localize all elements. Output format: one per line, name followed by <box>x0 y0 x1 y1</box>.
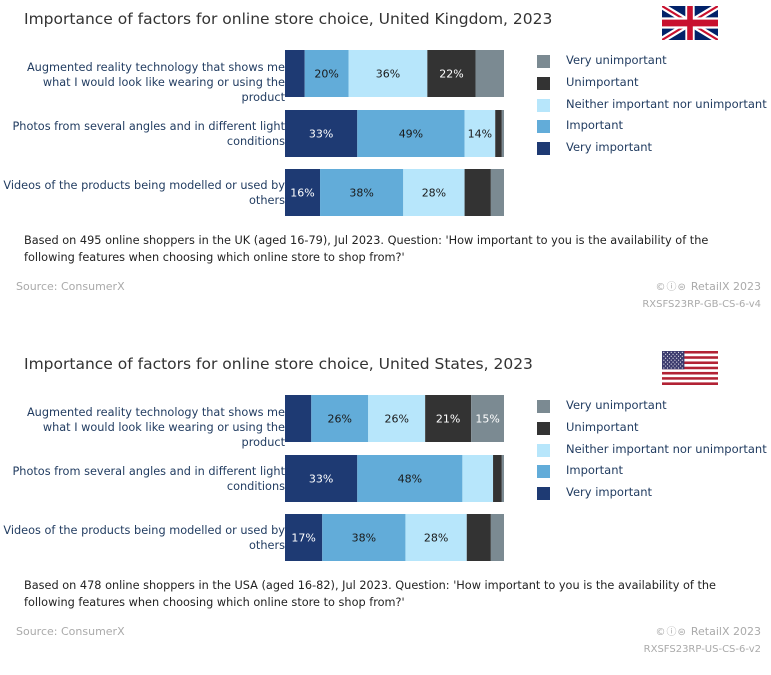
data-label: 14% <box>468 128 492 141</box>
bar-segment <box>403 169 465 216</box>
bar-segment <box>357 455 463 502</box>
data-label: 15% <box>475 413 499 426</box>
license-icons: ©ⓘ⊜ <box>655 627 687 638</box>
uk-flag-icon <box>662 6 718 40</box>
category-label: Augmented reality technology that shows … <box>26 406 285 449</box>
chart-code: RXSFS23RP-GB-CS-6-v4 <box>642 299 761 310</box>
bar-segment <box>490 169 504 216</box>
legend-label: Very unimportant <box>566 398 667 412</box>
chart-title: Importance of factors for online store c… <box>24 10 553 28</box>
brand-block: ©ⓘ⊜ RetailX 2023 RXSFS23RP-GB-CS-6-v4 <box>642 278 761 313</box>
data-label: 33% <box>309 473 333 486</box>
bar-segment <box>425 395 472 442</box>
chart-panel-us: Importance of factors for online store c… <box>0 345 771 675</box>
brand-label: RetailX 2023 <box>690 280 761 293</box>
bar-segment <box>285 514 323 561</box>
data-label: 38% <box>352 532 376 545</box>
brand-block: ©ⓘ⊜ RetailX 2023 RXSFS23RP-US-CS-6-v2 <box>644 623 761 658</box>
data-label: 16% <box>290 187 314 200</box>
legend-swatch <box>537 98 550 112</box>
bar-segment <box>501 110 504 157</box>
legend-label: Neither important nor unimportant <box>566 96 767 111</box>
data-label: 17% <box>291 532 315 545</box>
data-label: 20% <box>314 68 338 81</box>
legend-swatch <box>537 443 550 457</box>
bar-segment <box>462 455 494 502</box>
data-label: 48% <box>398 473 422 486</box>
bar-segment <box>285 110 358 157</box>
license-icons: ©ⓘ⊜ <box>655 282 687 293</box>
bar-segment <box>495 110 502 157</box>
legend-swatch <box>537 400 550 413</box>
data-label: 36% <box>376 68 400 81</box>
bar-segment <box>464 169 491 216</box>
legend-label: Neither important nor unimportant <box>566 441 767 456</box>
category-label: Videos of the products being modelled or… <box>3 179 285 207</box>
bar-segment <box>471 395 504 442</box>
bar-segment <box>464 110 496 157</box>
bar-segment <box>466 514 491 561</box>
bar-segment <box>304 50 349 97</box>
data-label: 26% <box>328 413 352 426</box>
legend-swatch <box>537 465 550 479</box>
bar-segment <box>348 50 428 97</box>
bar-segment <box>493 455 502 502</box>
data-label: 49% <box>399 128 423 141</box>
legend-swatch <box>537 487 550 501</box>
category-label: Augmented reality technology that shows … <box>26 61 285 104</box>
bars-svg: 26% 26% 21% 15% 33% 48% 17% 38% 28% <box>285 395 504 561</box>
category-label: Photos from several angles and in differ… <box>12 120 285 148</box>
bar-segment <box>368 395 426 442</box>
legend-label: Unimportant <box>566 419 639 434</box>
stacked-bar-plot: 26% 26% 21% 15% 33% 48% 17% 38% 28% <box>285 345 525 585</box>
bar-segment <box>501 455 504 502</box>
data-label: 28% <box>424 532 448 545</box>
source-label: Source: ConsumerX <box>16 280 125 293</box>
bars-svg: 20% 36% 22% 33% 49% 14% 16% 38% 28% <box>285 50 504 216</box>
stacked-bar-plot: 20% 36% 22% 33% 49% 14% 16% 38% 28% <box>285 0 525 240</box>
data-label: 26% <box>384 413 408 426</box>
legend-label: Very unimportant <box>566 53 667 67</box>
bar-segment <box>405 514 467 561</box>
legend-label: Unimportant <box>566 74 639 89</box>
source-label: Source: ConsumerX <box>16 625 125 638</box>
legend-swatch <box>537 142 550 156</box>
bar-segment <box>490 514 504 561</box>
chart-title: Importance of factors for online store c… <box>24 355 533 373</box>
legend-swatch <box>537 421 550 435</box>
chart-note: Based on 495 online shoppers in the UK (… <box>24 234 709 264</box>
legend-label: Important <box>566 463 624 478</box>
chart-note: Based on 478 online shoppers in the USA … <box>24 579 717 609</box>
legend-swatch <box>537 120 550 134</box>
bar-segment <box>285 169 321 216</box>
bar-segment <box>427 50 476 97</box>
brand-label: RetailX 2023 <box>690 625 761 638</box>
bar-segment <box>285 455 358 502</box>
data-label: 33% <box>309 128 333 141</box>
bar-segment <box>285 395 312 442</box>
legend-label: Very important <box>566 140 653 155</box>
category-label: Photos from several angles and in differ… <box>12 465 285 493</box>
data-label: 38% <box>349 187 373 200</box>
bar-segment <box>475 50 504 97</box>
category-label: Videos of the products being modelled or… <box>3 524 285 552</box>
chart-panel-uk: Importance of factors for online store c… <box>0 0 771 330</box>
chart-code: RXSFS23RP-US-CS-6-v2 <box>643 644 761 655</box>
bar-segment <box>322 514 406 561</box>
bar-segment <box>311 395 369 442</box>
data-label: 22% <box>439 68 463 81</box>
bar-segment <box>320 169 404 216</box>
legend-swatch <box>537 76 550 90</box>
bar-segment <box>357 110 465 157</box>
legend-label: Important <box>566 118 624 133</box>
data-label: 21% <box>436 413 460 426</box>
us-flag-icon <box>662 351 718 385</box>
legend-label: Very important <box>566 485 653 500</box>
data-label: 28% <box>422 187 446 200</box>
bar-segment <box>285 50 305 97</box>
legend-swatch <box>537 55 550 68</box>
